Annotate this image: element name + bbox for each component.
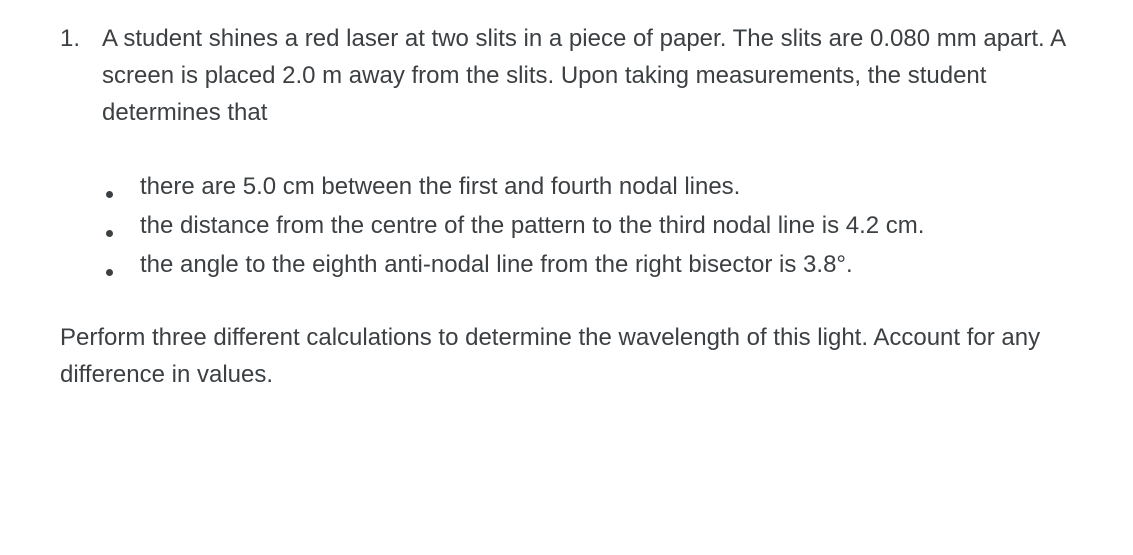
bullet-text: the angle to the eighth anti-nodal line … — [140, 246, 1093, 283]
question-intro: A student shines a red laser at two slit… — [102, 20, 1093, 132]
question-closing: Perform three different calculations to … — [60, 319, 1093, 393]
bullet-marker — [102, 168, 140, 205]
bullet-text: there are 5.0 cm between the first and f… — [140, 168, 1093, 205]
bullet-item: the angle to the eighth anti-nodal line … — [102, 246, 1093, 283]
bullet-list: there are 5.0 cm between the first and f… — [102, 168, 1093, 284]
bullet-text: the distance from the centre of the patt… — [140, 207, 1093, 244]
question-wrapper: 1. A student shines a red laser at two s… — [60, 20, 1093, 394]
bullet-dot-icon — [106, 269, 113, 276]
bullet-item: there are 5.0 cm between the first and f… — [102, 168, 1093, 205]
question-body: A student shines a red laser at two slit… — [102, 20, 1093, 394]
bullet-dot-icon — [106, 191, 113, 198]
bullet-marker — [102, 246, 140, 283]
bullet-item: the distance from the centre of the patt… — [102, 207, 1093, 244]
bullet-marker — [102, 207, 140, 244]
bullet-dot-icon — [106, 230, 113, 237]
